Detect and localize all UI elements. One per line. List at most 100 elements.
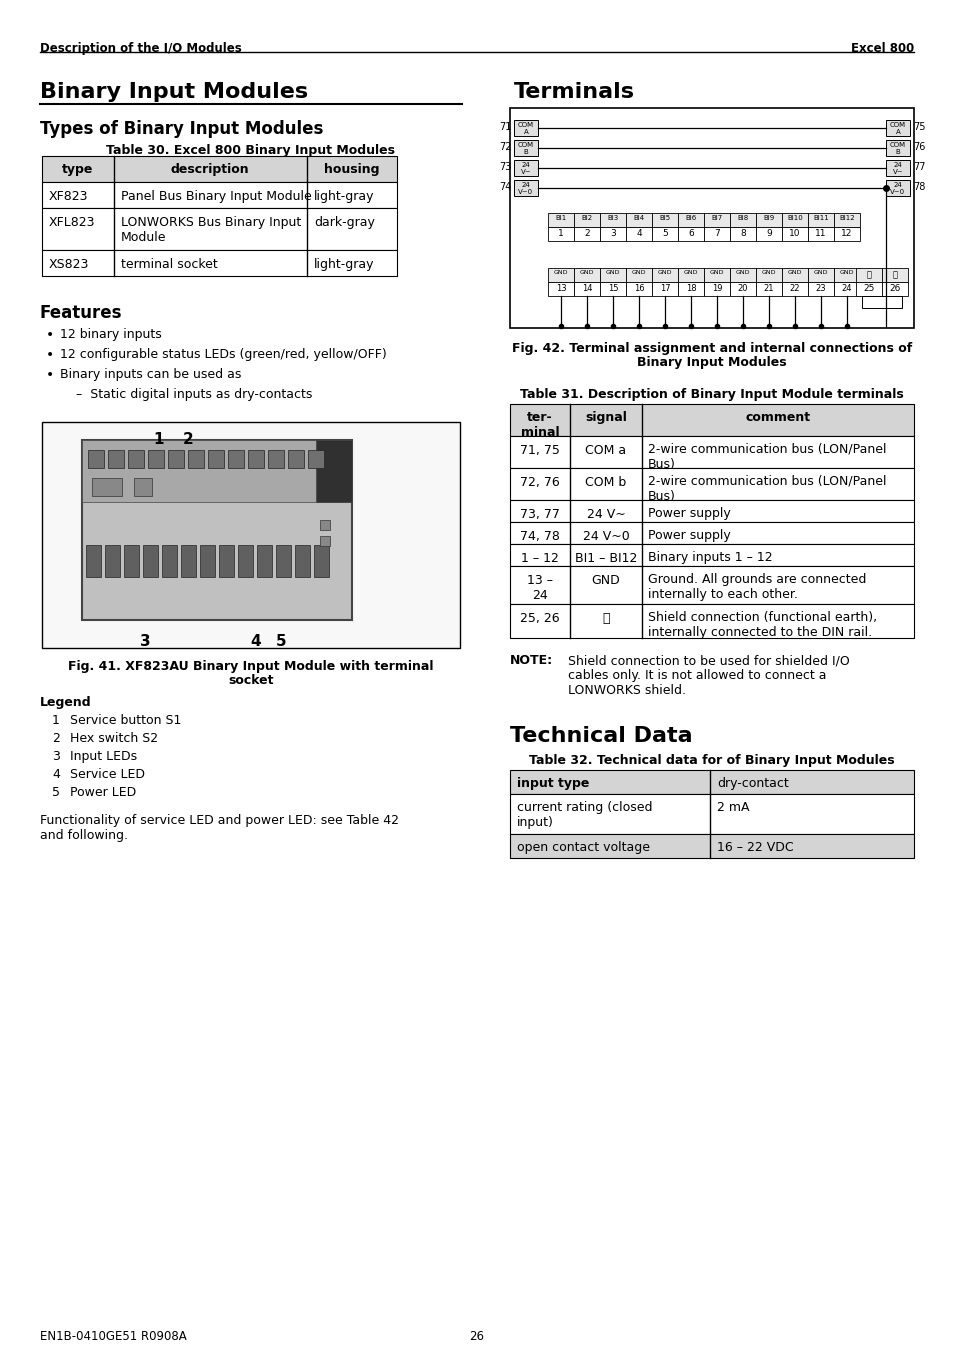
Text: 1 – 12: 1 – 12 [520, 553, 558, 565]
Bar [42, 250, 396, 276]
Text: open contact voltage: open contact voltage [517, 842, 649, 854]
Text: –  Static digital inputs as dry-contacts: – Static digital inputs as dry-contacts [76, 388, 312, 401]
Text: Table 31. Description of Binary Input Module terminals: Table 31. Description of Binary Input Mo… [519, 388, 902, 401]
Text: comment: comment [744, 411, 810, 424]
Bar [574, 227, 599, 240]
Text: 3: 3 [610, 230, 616, 238]
Text: •: • [46, 328, 54, 342]
Text: 22: 22 [789, 284, 800, 293]
Bar [678, 227, 703, 240]
Text: housing: housing [324, 163, 379, 176]
Bar [315, 440, 352, 503]
Bar [168, 450, 184, 467]
Bar [599, 282, 625, 296]
Bar [807, 267, 833, 282]
Text: EN1B-0410GE51 R0908A: EN1B-0410GE51 R0908A [40, 1329, 187, 1343]
Text: BI12: BI12 [839, 215, 854, 222]
Bar [885, 141, 909, 155]
Text: 72, 76: 72, 76 [519, 476, 559, 489]
Text: 5: 5 [661, 230, 667, 238]
Text: 13 –
24: 13 – 24 [526, 574, 553, 603]
Text: 1: 1 [52, 713, 60, 727]
Text: type: type [62, 163, 93, 176]
Text: 24 V~: 24 V~ [586, 508, 625, 521]
Text: 25: 25 [862, 284, 874, 293]
Text: BI7: BI7 [711, 215, 721, 222]
Text: Fig. 41. XF823AU Binary Input Module with terminal: Fig. 41. XF823AU Binary Input Module wit… [69, 661, 434, 673]
Text: BI2: BI2 [580, 215, 592, 222]
Bar [228, 450, 244, 467]
Text: 24
V~: 24 V~ [892, 162, 902, 176]
Bar [781, 213, 807, 227]
Text: COM
B: COM B [517, 142, 534, 155]
Bar [651, 227, 678, 240]
Text: 24
V~: 24 V~ [520, 162, 531, 176]
Text: Ground. All grounds are connected
internally to each other.: Ground. All grounds are connected intern… [647, 573, 865, 601]
Bar [208, 450, 224, 467]
Text: Service button S1: Service button S1 [70, 713, 181, 727]
Text: 3: 3 [140, 634, 151, 648]
Text: COM b: COM b [585, 476, 626, 489]
Bar [314, 544, 329, 577]
Text: 12 binary inputs: 12 binary inputs [60, 328, 162, 340]
Text: •: • [46, 349, 54, 362]
Bar [625, 282, 651, 296]
Text: GND: GND [631, 270, 645, 276]
Text: BI10: BI10 [786, 215, 802, 222]
Text: 75: 75 [912, 122, 924, 132]
Bar [651, 213, 678, 227]
Text: 13: 13 [555, 284, 566, 293]
Bar [514, 120, 537, 136]
Text: NOTE:: NOTE: [510, 654, 553, 667]
Bar [510, 404, 913, 436]
Text: BI9: BI9 [762, 215, 774, 222]
Bar [148, 450, 164, 467]
Bar [599, 213, 625, 227]
Text: 71: 71 [499, 122, 512, 132]
Text: dry-contact: dry-contact [717, 777, 788, 790]
Text: COM
A: COM A [889, 122, 905, 135]
Text: input type: input type [517, 777, 589, 790]
Text: 4: 4 [250, 634, 260, 648]
Bar [188, 450, 204, 467]
Text: 21: 21 [763, 284, 774, 293]
Text: 12 configurable status LEDs (green/red, yellow/OFF): 12 configurable status LEDs (green/red, … [60, 349, 386, 361]
Text: 24 V~0: 24 V~0 [582, 530, 629, 543]
Bar [547, 282, 574, 296]
Text: GND: GND [735, 270, 749, 276]
Text: 16 – 22 VDC: 16 – 22 VDC [717, 842, 793, 854]
Text: dark-gray: dark-gray [314, 216, 375, 230]
Bar [510, 770, 913, 794]
Text: Shield connection to be used for shielded I/O
cables only. It is not allowed to : Shield connection to be used for shielde… [567, 654, 849, 697]
Bar [781, 282, 807, 296]
Text: GND: GND [813, 270, 827, 276]
Text: 1: 1 [152, 432, 163, 447]
Text: current rating (closed
input): current rating (closed input) [517, 801, 652, 830]
Text: 5: 5 [275, 634, 286, 648]
Bar [219, 544, 233, 577]
Bar [729, 267, 755, 282]
Text: COM a: COM a [585, 444, 626, 457]
Text: XS823: XS823 [49, 258, 90, 272]
Bar [510, 544, 913, 566]
Bar [248, 450, 264, 467]
Text: 23: 23 [815, 284, 825, 293]
Bar [807, 213, 833, 227]
Bar [91, 478, 122, 496]
Text: socket: socket [228, 674, 274, 688]
Bar [599, 267, 625, 282]
Text: GND: GND [709, 270, 723, 276]
Text: Input LEDs: Input LEDs [70, 750, 137, 763]
Text: 2 mA: 2 mA [717, 801, 749, 815]
Text: BI4: BI4 [633, 215, 644, 222]
Text: ter-
minal: ter- minal [520, 411, 558, 439]
Text: COM
A: COM A [517, 122, 534, 135]
Text: 74: 74 [499, 182, 512, 192]
Bar [678, 267, 703, 282]
Text: Binary Input Modules: Binary Input Modules [637, 357, 786, 369]
Text: GND: GND [683, 270, 698, 276]
Bar [181, 544, 195, 577]
Bar [510, 108, 913, 328]
Bar [703, 282, 729, 296]
Text: 25, 26: 25, 26 [519, 612, 559, 626]
